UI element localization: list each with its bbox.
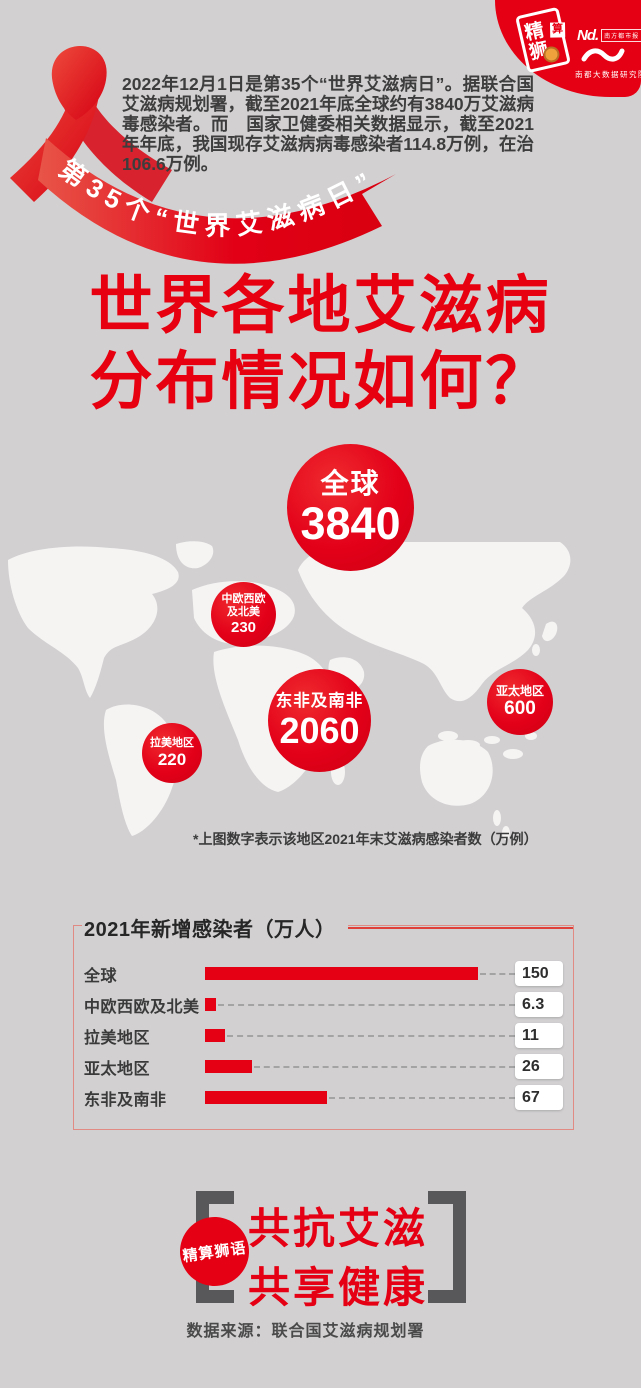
nd-logo-row: Nd. 南方都市报	[577, 27, 641, 44]
chart-row-bar	[205, 1060, 253, 1073]
bubble-latam-label: 拉美地区	[150, 736, 194, 749]
bubble-global: 全球 3840	[287, 444, 414, 571]
chart-row-label: 东非及南非	[84, 1091, 167, 1109]
slogan-line1: 共抗艾滋	[247, 1205, 428, 1252]
chart-row: 中欧西欧及北美 6.3	[84, 989, 563, 1020]
page-title-line1: 世界各地艾滋病	[89, 271, 552, 341]
stamp-char-suan: 算	[549, 22, 566, 38]
chart-row-leader	[218, 1003, 515, 1006]
chart-row: 东非及南非 67	[84, 1082, 563, 1113]
bubble-eaf-value: 2060	[279, 710, 360, 751]
nd-tagline: 南方都市报	[601, 29, 641, 42]
wave-logo-icon	[581, 48, 625, 62]
chart-row-leader	[480, 972, 515, 975]
bubble-ceu-label: 中欧西欧及北美	[221, 592, 266, 618]
chart-title: 2021年新增感染者（万人）	[82, 913, 348, 942]
bubble-global-label: 全球	[320, 468, 381, 499]
brand-corner: 精 算 狮 Nd. 南方都市报 南都大数据研究院	[495, 0, 641, 97]
bubble-apac-value: 600	[504, 698, 536, 719]
bubble-ceu-value: 230	[230, 618, 257, 636]
page-title-line2: 分布情况如何？	[89, 347, 552, 417]
right-bracket	[428, 1191, 466, 1303]
nd-logo: Nd.	[577, 27, 599, 44]
chart-row: 亚太地区 26	[84, 1051, 563, 1082]
chart-row-bar	[205, 967, 478, 980]
data-source: 数据来源：联合国艾滋病规划署	[186, 1323, 425, 1340]
banner-arc	[38, 138, 396, 264]
chart-row-label: 全球	[84, 967, 118, 985]
chart-row-leader	[328, 1096, 515, 1099]
chart-row-bar	[205, 1029, 226, 1042]
chart-row-label: 拉美地区	[84, 1029, 151, 1047]
chart-row-label: 中欧西欧及北美	[84, 998, 200, 1016]
aids-ribbon-icon: 第35个“世界艾滋病日”	[10, 46, 396, 264]
bubble-central-europe-north-america: 中欧西欧及北美 230	[211, 582, 276, 647]
page-title: 世界各地艾滋病 分布情况如何？	[0, 268, 641, 420]
chart-row-label: 亚太地区	[84, 1060, 151, 1078]
chart-row-value: 11	[515, 1023, 563, 1048]
chart-row-bar	[205, 998, 217, 1011]
chart-rows: 全球 150 中欧西欧及北美 6.3 拉美地区 11 亚太地区 26 东非及南非	[84, 958, 563, 1113]
jingsuanshi-stamp-logo: 精 算 狮	[515, 6, 571, 74]
chart-row-bar	[205, 1091, 327, 1104]
slogan: 共抗艾滋 共享健康	[240, 1199, 436, 1317]
bubble-east-south-africa: 东非及南非 2060	[268, 669, 371, 772]
chart-row: 拉美地区 11	[84, 1020, 563, 1051]
chart-row-leader	[227, 1034, 515, 1037]
chart-row-value: 26	[515, 1054, 563, 1079]
chart-row: 全球 150	[84, 958, 563, 989]
chart-row-leader	[254, 1065, 515, 1068]
bubble-global-value: 3840	[300, 498, 401, 549]
chart-row-value: 67	[515, 1085, 563, 1110]
ribbon-loop	[51, 46, 107, 120]
intro-paragraph: 2022年12月1日是第35个“世界艾滋病日”。据联合国艾滋病规划署，截至202…	[122, 73, 534, 174]
bubble-latin-america: 拉美地区 220	[142, 723, 202, 783]
bubble-latam-value: 220	[157, 749, 187, 769]
institute-name: 南都大数据研究院	[575, 70, 641, 79]
chart-row-value: 6.3	[515, 992, 563, 1017]
bubble-apac-label: 亚太地区	[495, 684, 544, 698]
chart-title-row: 2021年新增感染者（万人）	[82, 913, 573, 942]
slogan-line2: 共享健康	[247, 1264, 428, 1311]
bubble-asia-pacific: 亚太地区 600	[487, 669, 553, 735]
bar-chart-card: 2021年新增感染者（万人） 全球 150 中欧西欧及北美 6.3 拉美地区 1…	[73, 913, 574, 1130]
bubble-eaf-label: 东非及南非	[275, 692, 364, 710]
chart-title-rule	[347, 926, 573, 929]
map-footnote: *上图数字表示该地区2021年末艾滋病感染者数（万例）	[193, 831, 538, 847]
badge-text: 精算狮语	[181, 1239, 248, 1266]
chart-row-value: 150	[515, 961, 563, 986]
